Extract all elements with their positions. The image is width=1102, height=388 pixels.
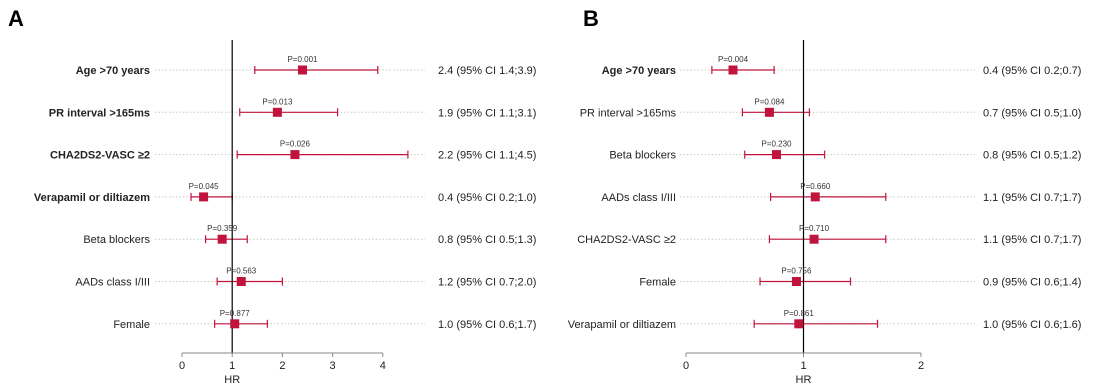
row-label: Age >70 years [602, 65, 676, 77]
forest-panel-a: Age >70 years 2.4 (95% CI 1.4;3.9) PR inte… [34, 40, 536, 386]
hr-point-marker [809, 234, 819, 244]
panel-label-a: A [8, 6, 24, 31]
hr-point-marker [217, 234, 227, 244]
hr-point-marker [728, 65, 738, 75]
p-value-label: P=0.660 [800, 182, 831, 191]
row-label: Age >70 years [76, 65, 150, 77]
row-label: CHA2DS2-VASC ≥2 [577, 234, 676, 246]
x-tick-label: 1 [800, 360, 806, 372]
ci-text: 1.2 (95% CI 0.7;2.0) [438, 277, 536, 289]
hr-point-marker [764, 107, 774, 117]
p-value-label: P=0.013 [262, 97, 293, 106]
p-value-label: P=0.084 [754, 97, 785, 106]
x-tick-label: 0 [683, 360, 689, 372]
x-tick-label: 1 [229, 360, 235, 372]
ci-text: 0.8 (95% CI 0.5;1.3) [438, 234, 536, 246]
p-value-label: P=0.877 [220, 309, 251, 318]
ci-text: 0.4 (95% CI 0.2;0.7) [983, 65, 1081, 77]
p-value-label: P=0.026 [280, 140, 311, 149]
row-label: Beta blockers [83, 234, 150, 246]
row-label: Beta blockers [609, 150, 676, 162]
row-label: Verapamil or diltiazem [34, 192, 150, 204]
ci-text: 0.4 (95% CI 0.2;1.0) [438, 192, 536, 204]
hr-point-marker [791, 277, 801, 286]
p-value-label: P=0.710 [799, 224, 830, 233]
ci-text: 1.0 (95% CI 0.6;1.7) [438, 319, 536, 331]
p-value-label: P=0.563 [226, 267, 257, 276]
x-tick-label: 3 [330, 360, 336, 372]
x-tick-label: 4 [380, 360, 386, 372]
ci-text: 1.0 (95% CI 0.6;1.6) [983, 319, 1081, 331]
p-value-label: P=0.861 [784, 309, 815, 318]
panel-label-b: B [583, 6, 599, 31]
row-label: Female [113, 319, 150, 331]
ci-text: 1.1 (95% CI 0.7;1.7) [983, 192, 1081, 204]
x-axis-title: HR [796, 374, 812, 386]
ci-text: 2.2 (95% CI 1.1;4.5) [438, 150, 536, 162]
ci-text: 2.4 (95% CI 1.4;3.9) [438, 65, 536, 77]
row-label: PR interval >165ms [580, 107, 677, 119]
hr-point-marker [230, 319, 240, 329]
hr-point-marker [771, 150, 781, 160]
p-value-label: P=0.359 [207, 224, 238, 233]
row-label: AADs class I/III [75, 277, 150, 289]
ci-text: 0.7 (95% CI 0.5;1.0) [983, 107, 1081, 119]
hr-point-marker [297, 65, 307, 75]
x-tick-label: 0 [179, 360, 185, 372]
ci-text: 1.9 (95% CI 1.1;3.1) [438, 107, 536, 119]
row-label: CHA2DS2-VASC ≥2 [50, 150, 150, 162]
ci-text: 0.9 (95% CI 0.6;1.4) [983, 277, 1081, 289]
ci-text: 0.8 (95% CI 0.5;1.2) [983, 150, 1081, 162]
hr-point-marker [290, 150, 300, 160]
hr-point-marker [794, 319, 804, 329]
x-tick-label: 2 [279, 360, 285, 372]
row-label: Female [639, 277, 676, 289]
row-label: Verapamil or diltiazem [568, 319, 676, 331]
p-value-label: P=0.045 [189, 182, 220, 191]
p-value-label: P=0.756 [781, 267, 812, 276]
row-label: PR interval >165ms [49, 107, 150, 119]
p-value-label: P=0.004 [718, 55, 749, 64]
hr-point-marker [236, 277, 246, 286]
hr-point-marker [810, 192, 820, 202]
row-label: AADs class I/III [601, 192, 676, 204]
x-tick-label: 2 [918, 360, 924, 372]
ci-text: 1.1 (95% CI 0.7;1.7) [983, 234, 1081, 246]
p-value-label: P=0.230 [761, 140, 792, 149]
hr-point-marker [199, 192, 209, 202]
hr-point-marker [272, 107, 282, 117]
x-axis-title: HR [224, 374, 240, 386]
p-value-label: P=0.001 [287, 55, 318, 64]
forest-panel-b: Age >70 years 0.4 (95% CI 0.2;0.7) PR inte… [568, 40, 1081, 386]
